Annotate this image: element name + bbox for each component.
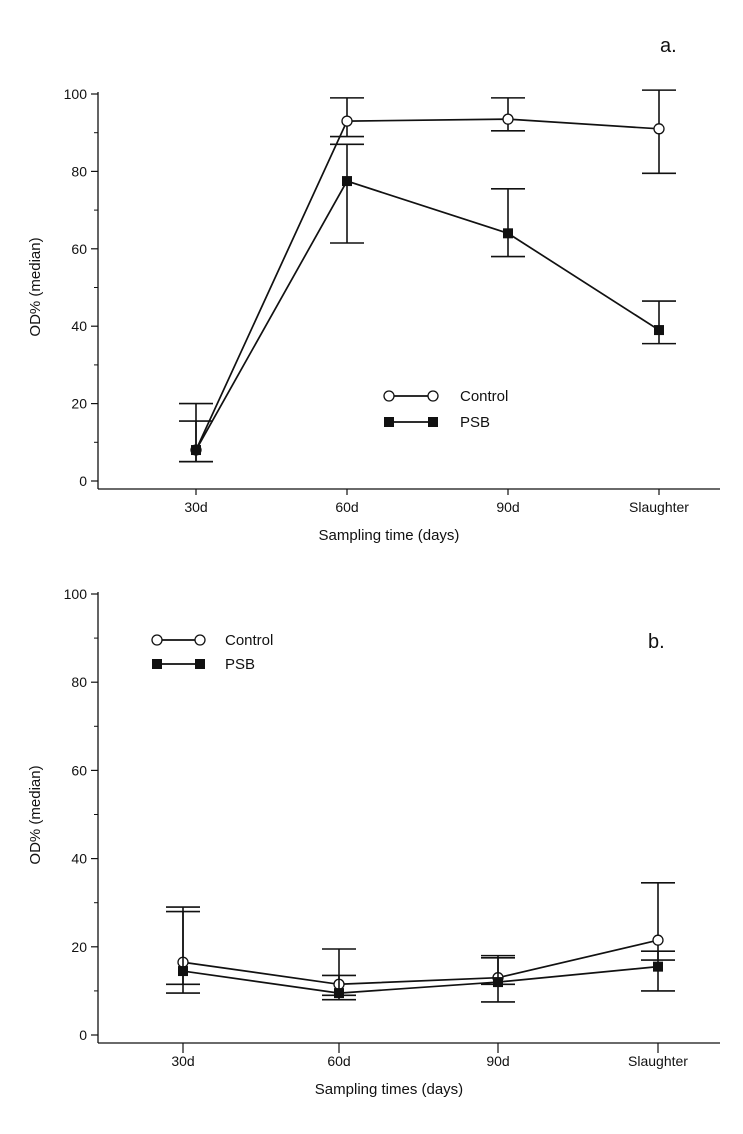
legend-label: PSB	[460, 414, 490, 431]
data-point-circle	[341, 115, 353, 127]
x-tick-label: Slaughter	[629, 499, 689, 515]
x-axis-label: Sampling times (days)	[315, 1081, 463, 1098]
data-point-square	[503, 228, 513, 239]
data-point-circle	[502, 113, 514, 125]
series-psb	[166, 910, 675, 1003]
data-point-square	[178, 966, 188, 977]
data-point-square	[334, 988, 344, 999]
panel-label: a.	[660, 35, 677, 57]
series-control	[166, 882, 675, 997]
series-line	[195, 118, 660, 451]
legend-label: Control	[460, 388, 508, 405]
legend-marker-circle	[194, 634, 206, 646]
data-point-square	[493, 977, 503, 988]
legend-marker-circle	[151, 634, 163, 646]
panel-a: 0 20 40 60 80 100 30d 60d 90d Slaughter Sampling t…	[27, 35, 720, 544]
y-tick-label: 0	[79, 473, 87, 489]
series-line	[182, 939, 659, 986]
x-tick-label: 30d	[184, 499, 207, 515]
legend-item-psb: PSB	[384, 414, 490, 431]
x-axis-label: Sampling time (days)	[319, 527, 460, 544]
series-psb	[179, 143, 676, 463]
y-tick-label: 80	[71, 163, 87, 179]
legend-item-psb: PSB	[152, 656, 255, 673]
data-point-circle	[653, 123, 665, 135]
legend-label: Control	[225, 632, 273, 649]
series-line	[195, 180, 660, 451]
data-point-square	[342, 176, 352, 187]
y-tick-label: 60	[71, 241, 87, 257]
legend-marker-square	[384, 417, 394, 427]
y-tick-label: 100	[64, 586, 88, 602]
legend-marker-square	[428, 417, 438, 427]
legend-item-control: Control	[383, 388, 508, 405]
x-tick-label: 60d	[335, 499, 358, 515]
legend-label: PSB	[225, 656, 255, 673]
y-tick-label: 40	[71, 851, 87, 867]
y-tick-label: 0	[79, 1027, 87, 1043]
y-axis-label: OD% (median)	[27, 237, 44, 336]
data-point-square	[654, 325, 664, 336]
data-point-square	[191, 445, 201, 456]
y-tick-label: 100	[64, 86, 88, 102]
y-tick-label: 40	[71, 318, 87, 334]
panel-label: b.	[648, 631, 665, 653]
x-tick-label: 30d	[171, 1053, 194, 1069]
data-point-circle	[652, 934, 664, 946]
series-control	[179, 89, 676, 463]
legend-marker-square	[152, 659, 162, 669]
x-tick-label: 90d	[486, 1053, 509, 1069]
legend-marker-circle	[427, 390, 439, 402]
x-tick-label: 90d	[496, 499, 519, 515]
y-tick-label: 20	[71, 396, 87, 412]
y-axis-label: OD% (median)	[27, 765, 44, 864]
data-point-square	[653, 961, 663, 972]
y-tick-label: 80	[71, 674, 87, 690]
legend-marker-square	[195, 659, 205, 669]
panel-b: 0 20 40 60 80 100 30d 60d 90d Slaughter Sampling t…	[27, 586, 720, 1098]
y-tick-label: 60	[71, 762, 87, 778]
y-tick-label: 20	[71, 939, 87, 955]
series-line	[182, 965, 659, 994]
x-tick-label: Slaughter	[628, 1053, 688, 1069]
legend-marker-circle	[383, 390, 395, 402]
x-tick-label: 60d	[327, 1053, 350, 1069]
legend-item-control: Control	[151, 632, 273, 649]
